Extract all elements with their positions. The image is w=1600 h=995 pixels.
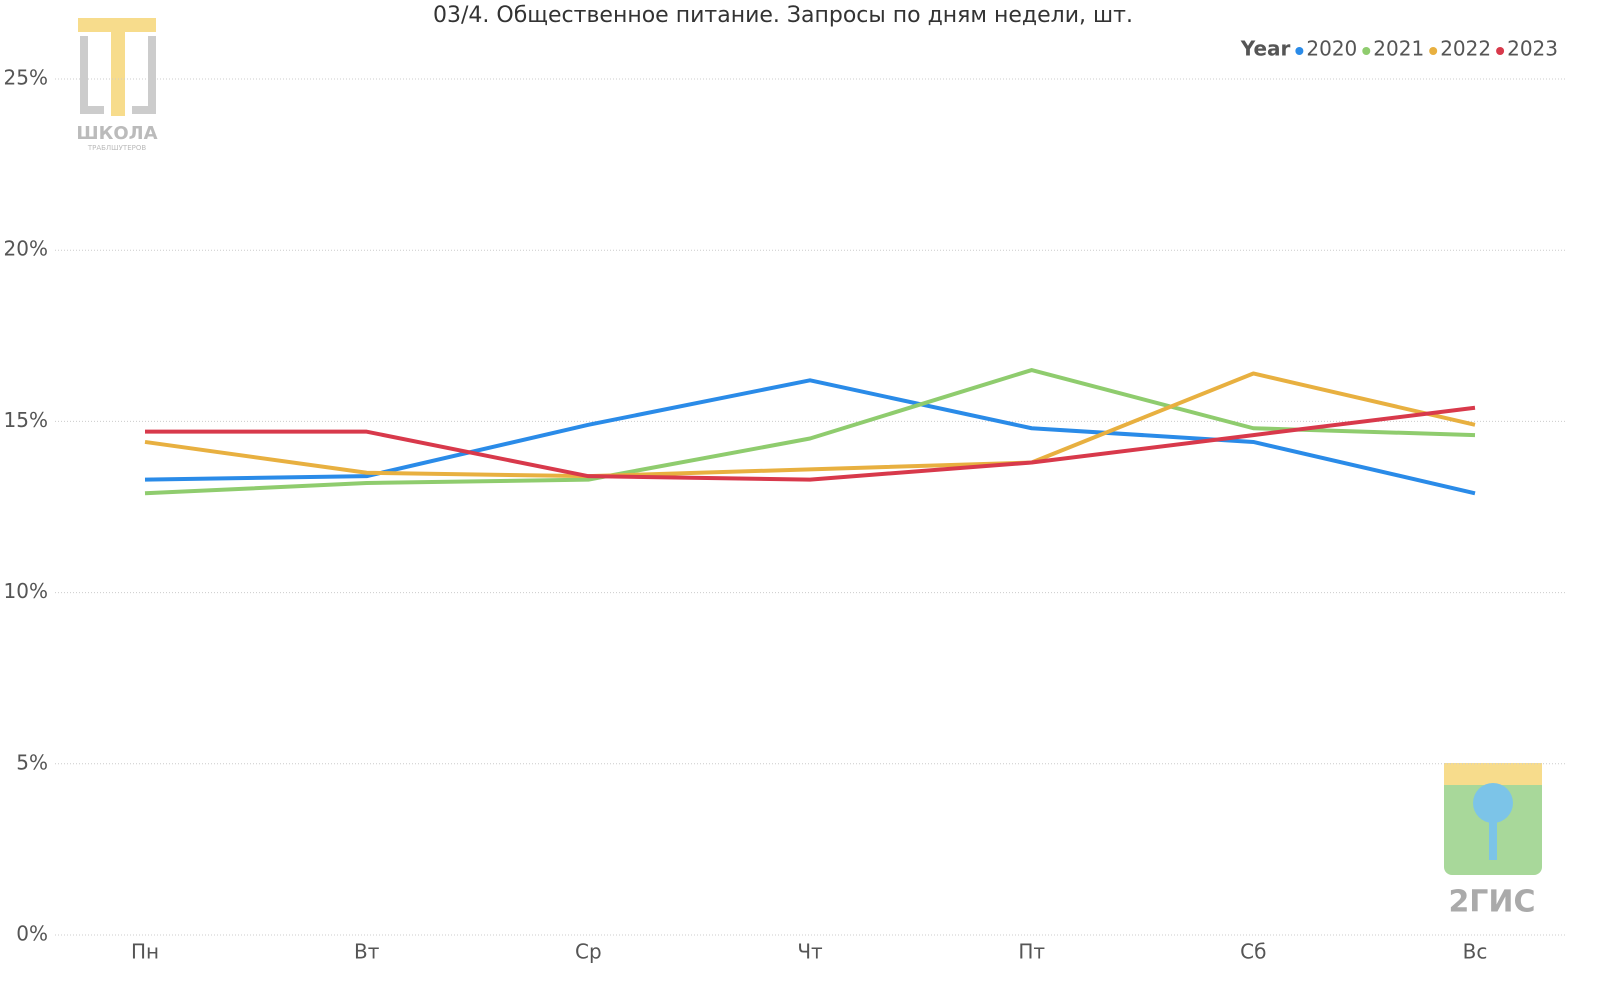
legend-title: Year: [1240, 37, 1291, 61]
series-line: [145, 405, 1476, 482]
gis-logo: 2ГИС: [1444, 763, 1542, 920]
logo-shape: [1473, 783, 1513, 823]
x-tick-label: Чт: [797, 940, 823, 964]
logo-shape: [1489, 815, 1497, 860]
series-line: [144, 368, 1476, 496]
y-tick-label: 10%: [4, 579, 48, 603]
y-tick-label: 20%: [4, 237, 48, 261]
chart-title: 03/4. Общественное питание. Запросы по д…: [433, 3, 1133, 28]
y-tick-label: 0%: [16, 922, 48, 946]
legend-marker: [1429, 47, 1438, 55]
y-tick-label: 25%: [4, 66, 48, 90]
x-tick-label: Пт: [1018, 940, 1045, 964]
logo-shape: [78, 18, 156, 32]
legend-label: 2021: [1373, 37, 1424, 61]
x-tick-label: Ср: [575, 940, 602, 964]
legend: 2023 2022 2021 2020 Year: [1240, 37, 1558, 61]
legend-label: 2023: [1507, 37, 1558, 61]
x-tick-label: Вс: [1463, 940, 1488, 964]
legend-marker: [1496, 47, 1505, 55]
series-line: [144, 378, 1476, 496]
legend-marker: [1362, 47, 1371, 55]
x-tick-label: Вт: [354, 940, 380, 964]
logo-shape: [1444, 763, 1542, 785]
x-tick-label: Сб: [1240, 940, 1266, 964]
logo-text: ШКОЛА: [76, 123, 157, 144]
logo-subtext: ТРАБЛШУТЕРОВ: [87, 144, 147, 152]
x-tick-label: Пн: [131, 940, 159, 964]
y-tick-label: 15%: [4, 408, 48, 432]
y-tick-label: 5%: [16, 750, 48, 774]
legend-label: 2022: [1440, 37, 1491, 61]
legend-marker: [1295, 47, 1304, 55]
school-logo: ШКОЛА ТРАБЛШУТЕРОВ: [76, 18, 158, 152]
logo-shape: [111, 32, 125, 116]
logo-text: 2ГИС: [1448, 885, 1535, 920]
legend-label: 2020: [1306, 37, 1357, 61]
logo-shape: [80, 36, 156, 114]
series-line: [144, 371, 1476, 479]
